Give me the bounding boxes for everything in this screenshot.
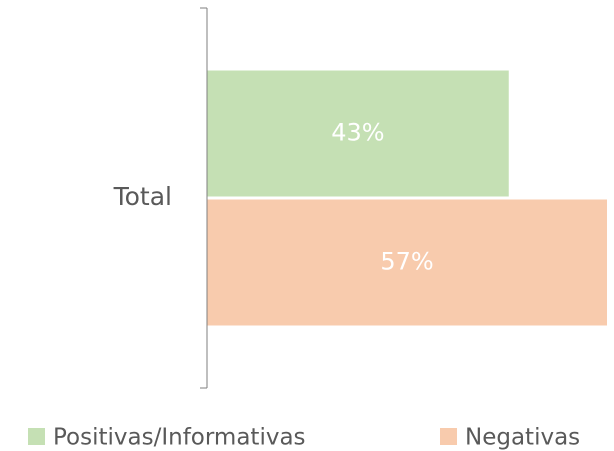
bar <box>207 199 607 326</box>
bar <box>207 70 509 197</box>
category-label: Total <box>113 182 172 211</box>
data-label: 57% <box>380 248 433 276</box>
data-label: 43% <box>331 119 384 147</box>
legend-swatch <box>28 428 45 445</box>
legend-label: Negativas <box>465 425 580 451</box>
legend-swatch <box>440 428 457 445</box>
legend-label: Positivas/Informativas <box>53 425 306 451</box>
